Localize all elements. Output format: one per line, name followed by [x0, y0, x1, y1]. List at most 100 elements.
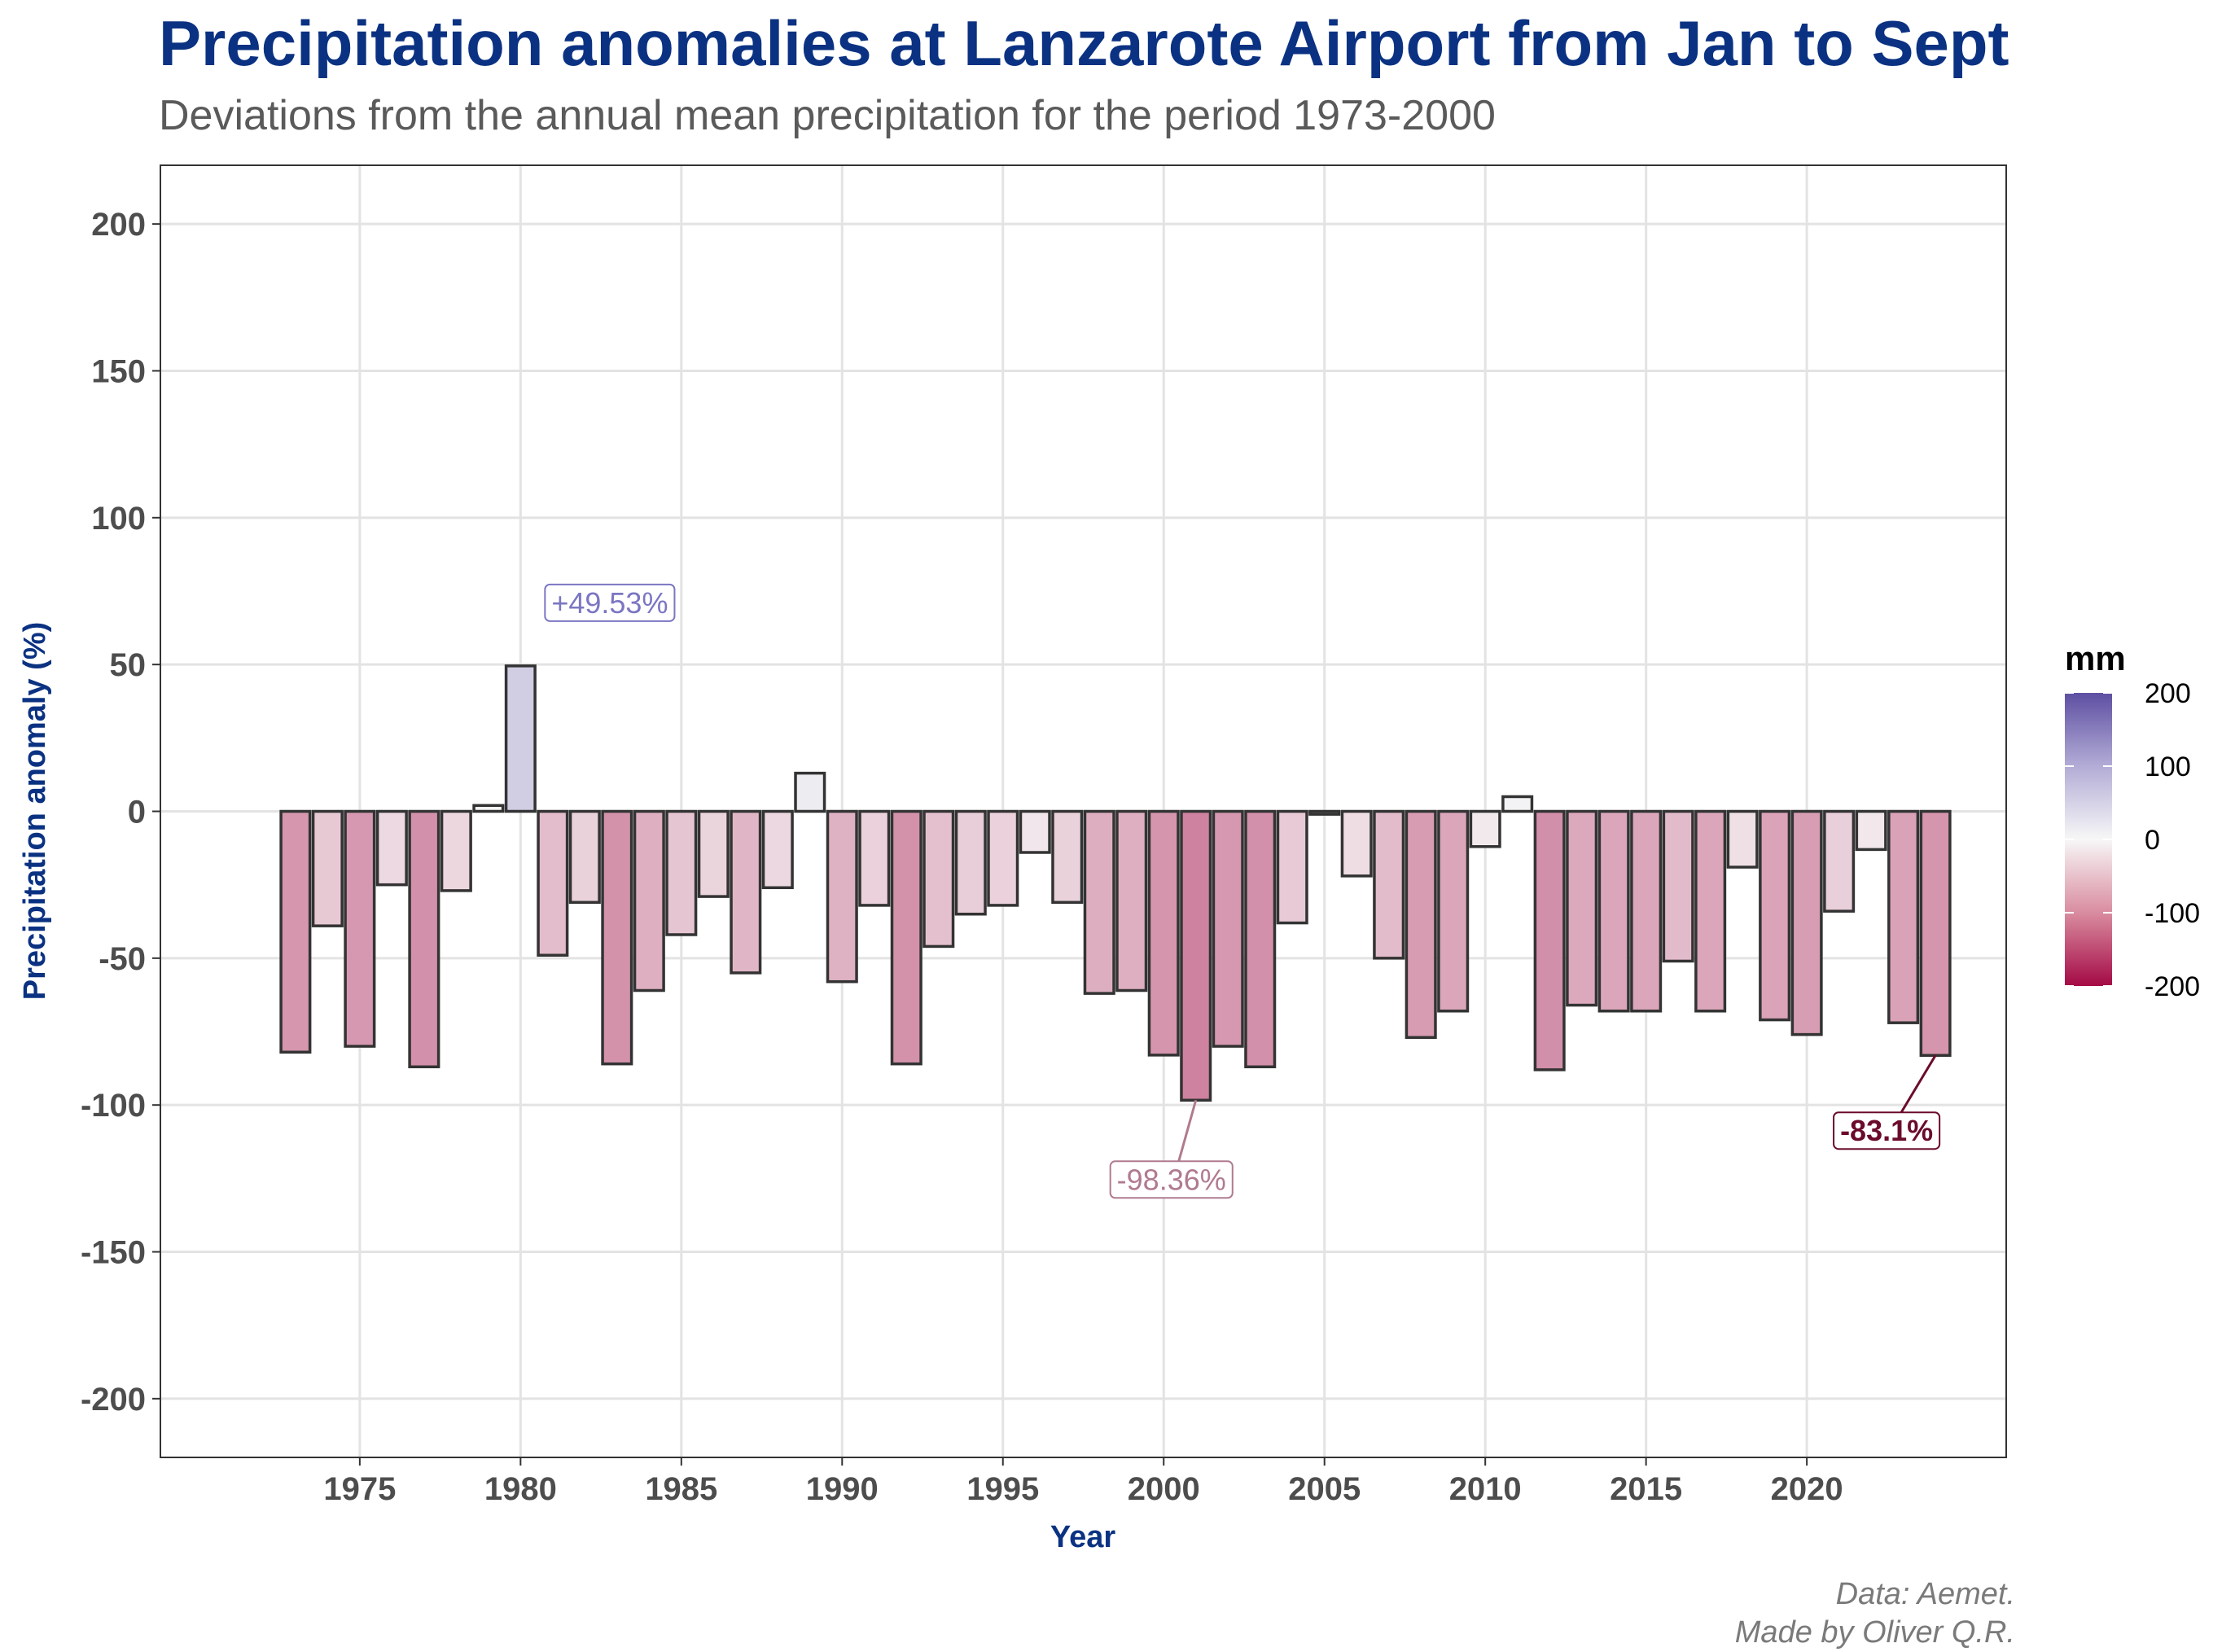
legend-tick-label: 200 [2145, 678, 2191, 709]
bar-1977 [408, 809, 440, 1069]
bar-2022 [1855, 809, 1887, 852]
bar-2018 [1726, 809, 1759, 869]
legend: mm 200 100 0 -100 -200 [2065, 639, 2200, 1002]
x-tick-label: 1985 [645, 1471, 717, 1507]
x-tick-label: 2005 [1288, 1471, 1361, 1507]
caption-author: Made by Oliver Q.R. [1734, 1615, 2015, 1650]
legend-tick-label: -100 [2145, 898, 2200, 929]
chart-subtitle: Deviations from the annual mean precipit… [159, 92, 1496, 139]
bar-1983 [601, 809, 633, 1066]
bar-1974 [311, 809, 344, 927]
x-tick-label: 2020 [1771, 1471, 1843, 1507]
chart-title: Precipitation anomalies at Lanzarote Air… [159, 7, 2009, 79]
x-tick-label: 1995 [966, 1471, 1039, 1507]
bar-1978 [440, 809, 472, 892]
bar-2006 [1340, 809, 1373, 878]
bar-1986 [697, 809, 730, 898]
y-axis-title: Precipitation anomaly (%) [18, 622, 52, 1001]
legend-tick-label: 100 [2145, 752, 2191, 782]
bar-2009 [1437, 809, 1470, 1013]
bar-1982 [568, 809, 601, 905]
bar-1993 [922, 809, 955, 949]
bar-2016 [1662, 809, 1694, 963]
bar-2015 [1630, 809, 1663, 1013]
annotation-leader-line [1177, 1099, 1198, 1162]
y-axis: -200 -150 -100 -50 0 50 100 150 200 [81, 207, 160, 1418]
x-tick-label: 2010 [1449, 1471, 1522, 1507]
y-tick-label: -50 [99, 941, 146, 977]
annotations: +49.53% -98.36% -83.1% [544, 583, 1941, 1199]
bar-1990 [826, 809, 858, 984]
annotation-box [1109, 1160, 1234, 1199]
legend-ticks: 200 100 0 -100 -200 [2065, 678, 2200, 1002]
bar-1998 [1083, 809, 1115, 995]
bar-2014 [1597, 809, 1630, 1013]
annotation-box [544, 583, 676, 622]
annotation-text: -98.36% [1117, 1163, 1226, 1196]
bar-2010 [1469, 809, 1501, 848]
legend-title: mm [2065, 639, 2126, 677]
annotation-leader-line [1900, 1054, 1937, 1113]
bar-1995 [987, 809, 1019, 907]
bar-2007 [1373, 809, 1405, 960]
y-tick-label: -200 [81, 1382, 146, 1418]
bar-2012 [1533, 809, 1566, 1071]
bar-2020 [1790, 809, 1823, 1036]
bar-2021 [1823, 809, 1856, 913]
y-tick-label: 200 [91, 207, 146, 243]
bar-1984 [633, 809, 665, 993]
x-tick-label: 2015 [1610, 1471, 1682, 1507]
bar-2004 [1276, 809, 1308, 925]
bar-1975 [344, 809, 376, 1048]
bar-1992 [890, 809, 922, 1066]
bar-2023 [1887, 809, 1920, 1024]
caption: Data: Aemet. Made by Oliver Q.R. [1735, 1575, 2015, 1652]
bar-1979 [472, 804, 505, 813]
bar-2005 [1308, 809, 1341, 816]
x-tick-label: 1980 [484, 1471, 557, 1507]
bar-2017 [1694, 809, 1727, 1013]
annotation-box [1833, 1111, 1941, 1150]
bar-1981 [537, 809, 569, 957]
bars [279, 664, 1952, 1102]
bar-1985 [665, 809, 698, 936]
x-tick-label: 2000 [1128, 1471, 1200, 1507]
y-tick-label: 100 [91, 501, 146, 537]
bar-1987 [730, 809, 762, 975]
bar-2008 [1405, 809, 1437, 1039]
x-axis: 1975 1980 1985 1990 1995 2000 2005 2010 2015 2020 [323, 1457, 1843, 1507]
x-tick-label: 1990 [806, 1471, 879, 1507]
bar-1997 [1051, 809, 1084, 905]
annotation-label: +49.53% [544, 583, 676, 622]
x-axis-title: Year [1050, 1520, 1116, 1554]
annotation-text: -83.1% [1840, 1114, 1933, 1147]
bar-1988 [761, 809, 794, 890]
y-tick-label: 50 [110, 647, 147, 683]
bar-1991 [858, 809, 891, 907]
bar-2011 [1501, 795, 1534, 813]
bar-1994 [954, 809, 987, 916]
bar-2019 [1759, 809, 1791, 1022]
bar-1989 [794, 771, 826, 813]
bar-2003 [1244, 809, 1277, 1069]
bar-2001 [1180, 809, 1212, 1102]
y-tick-label: 150 [91, 353, 146, 389]
x-tick-label: 1975 [323, 1471, 396, 1507]
annotation-label: -98.36% [1109, 1099, 1234, 1199]
bar-2024 [1919, 809, 1952, 1057]
annotation-text: +49.53% [551, 586, 668, 620]
legend-tick-label: 0 [2145, 825, 2160, 856]
bar-2002 [1212, 809, 1244, 1048]
bar-1976 [375, 809, 408, 887]
y-tick-label: -150 [81, 1235, 146, 1271]
bar-1996 [1019, 809, 1051, 854]
bar-1980 [504, 664, 537, 813]
bar-2000 [1147, 809, 1180, 1057]
bar-1973 [279, 809, 312, 1054]
y-tick-label: -100 [81, 1088, 146, 1124]
y-tick-label: 0 [128, 795, 146, 830]
bar-2013 [1566, 809, 1598, 1007]
legend-tick-label: -200 [2145, 971, 2200, 1002]
caption-source: Data: Aemet. [1835, 1577, 2015, 1611]
